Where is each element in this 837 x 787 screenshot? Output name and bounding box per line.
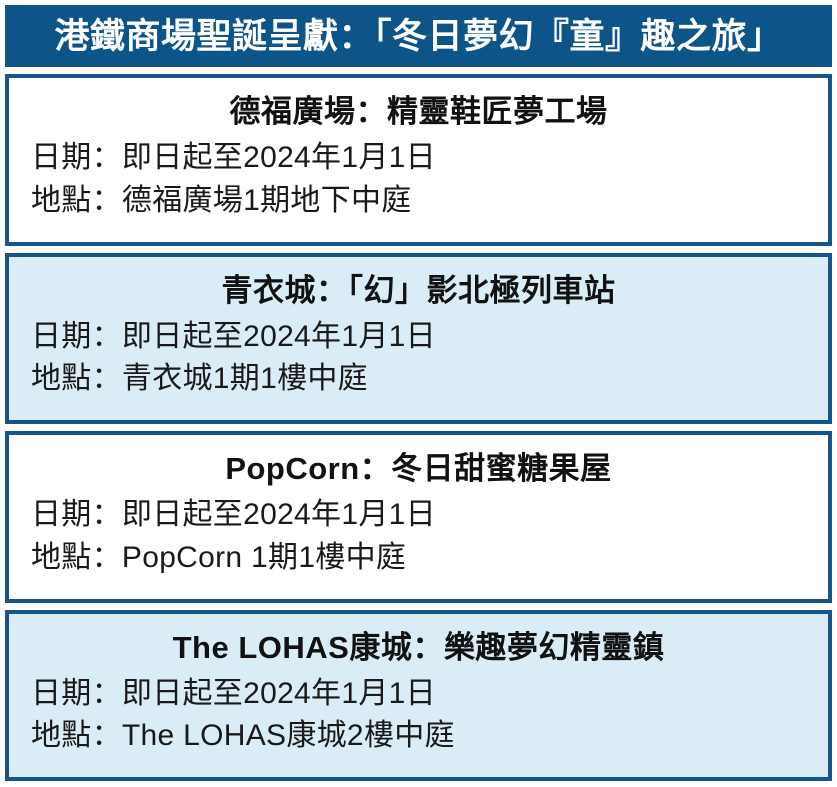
mall-event-title: 德福廣場：精靈鞋匠夢工場 [229, 94, 608, 130]
mall-event-title: PopCorn：冬日甜蜜糖果屋 [225, 451, 612, 487]
mall-event-venue: 地點：The LOHAS康城2樓中庭 [31, 719, 455, 753]
mall-event-list: 德福廣場：精靈鞋匠夢工場 日期：即日起至2024年1月1日 地點：德福廣場1期地… [5, 67, 832, 781]
mall-event-date: 日期：即日起至2024年1月1日 [31, 498, 436, 532]
mall-event-card: 德福廣場：精靈鞋匠夢工場 日期：即日起至2024年1月1日 地點：德福廣場1期地… [5, 74, 832, 246]
mall-event-card: The LOHAS康城：樂趣夢幻精靈鎮 日期：即日起至2024年1月1日 地點：… [5, 609, 832, 781]
mall-event-card: 青衣城：「幻」影北極列車站 日期：即日起至2024年1月1日 地點：青衣城1期1… [5, 252, 832, 424]
poster-header-bar: 港鐵商場聖誕呈獻：「冬日夢幻『童』趣之旅」 [5, 5, 832, 67]
mall-event-date: 日期：即日起至2024年1月1日 [31, 676, 436, 710]
mall-event-venue: 地點：青衣城1期1樓中庭 [31, 362, 368, 396]
mall-event-title: 青衣城：「幻」影北極列車站 [221, 272, 616, 308]
mall-event-title: The LOHAS康城：樂趣夢幻精靈鎮 [172, 629, 665, 665]
mall-event-date: 日期：即日起至2024年1月1日 [31, 319, 436, 353]
mall-event-date: 日期：即日起至2024年1月1日 [31, 141, 436, 175]
mall-event-card: PopCorn：冬日甜蜜糖果屋 日期：即日起至2024年1月1日 地點：PopC… [5, 431, 832, 603]
mall-event-venue: 地點：德福廣場1期地下中庭 [31, 183, 412, 217]
mall-event-venue: 地點：PopCorn 1期1樓中庭 [31, 540, 407, 574]
poster-title: 港鐵商場聖誕呈獻：「冬日夢幻『童』趣之旅」 [54, 16, 783, 56]
